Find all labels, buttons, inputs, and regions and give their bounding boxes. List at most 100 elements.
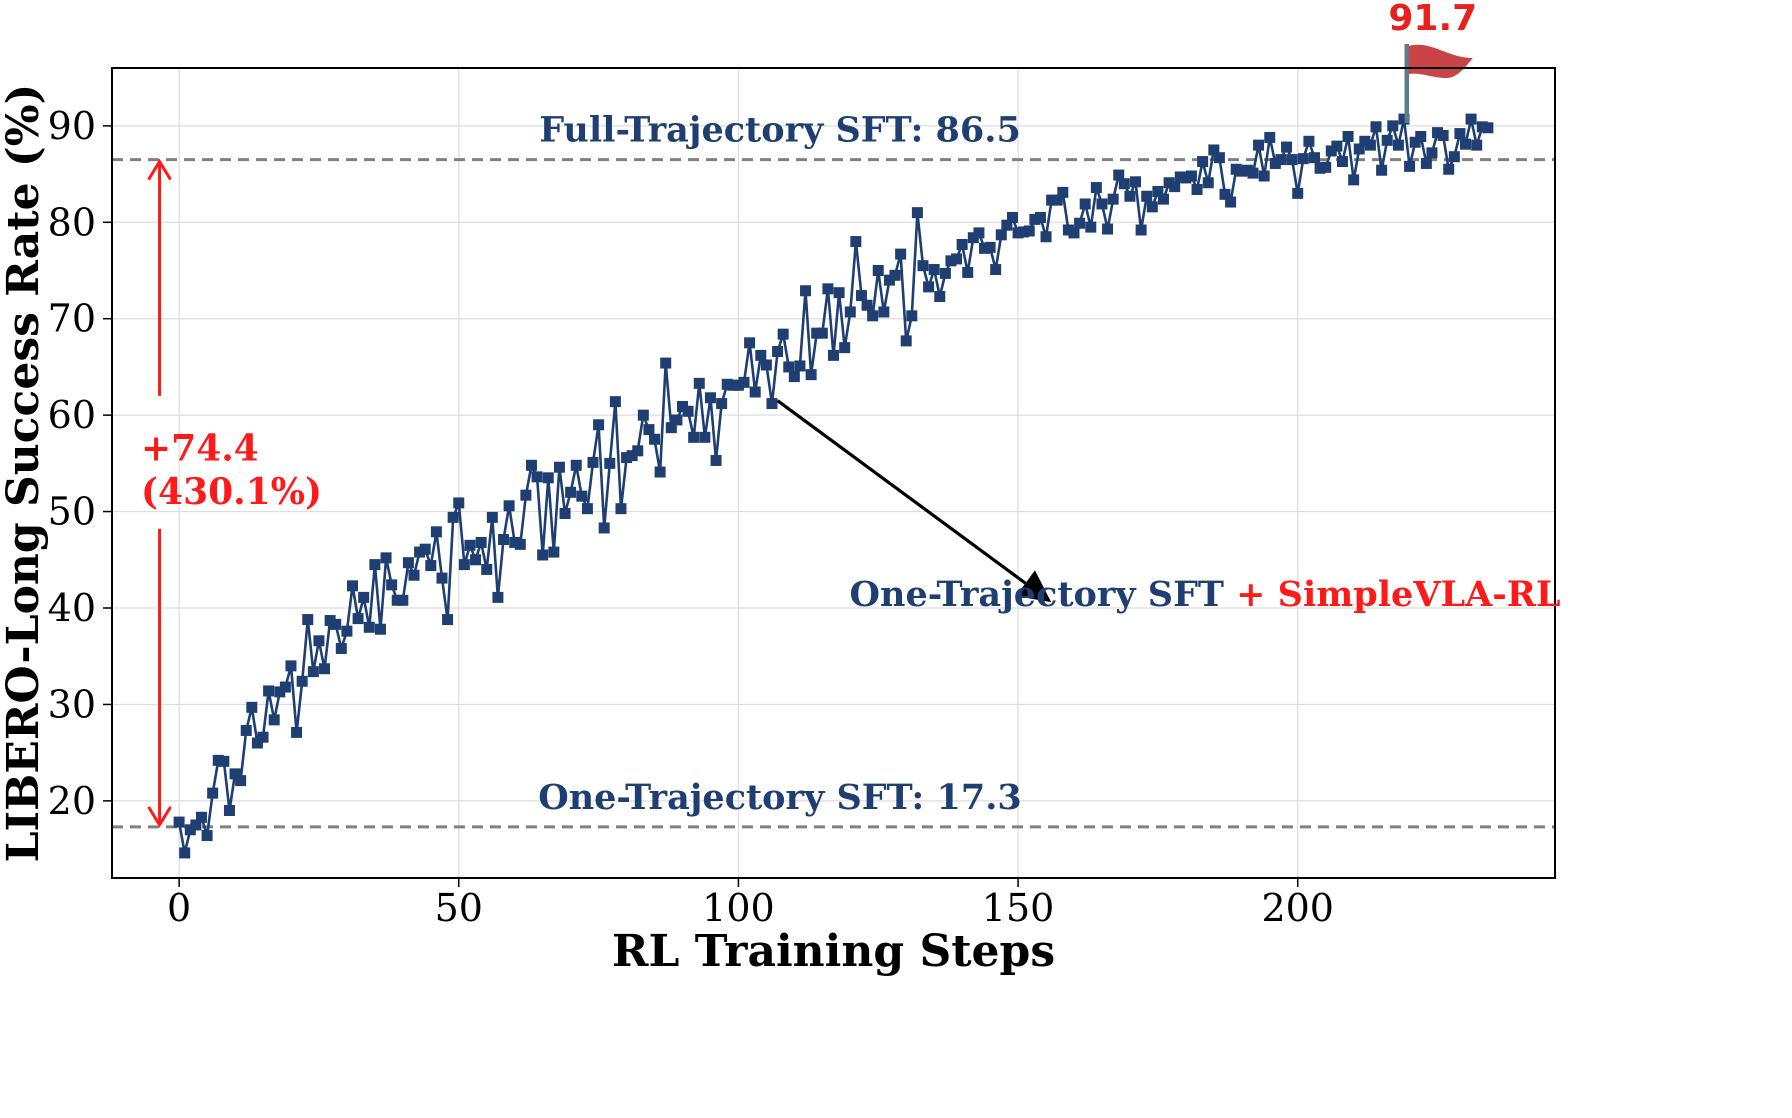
- data-point-marker: [1454, 128, 1466, 140]
- data-point-marker: [464, 539, 476, 551]
- data-point-marker: [828, 349, 839, 361]
- data-point-marker: [598, 522, 610, 534]
- data-point-marker: [1012, 227, 1024, 239]
- data-point-marker: [1415, 130, 1427, 142]
- data-point-marker: [1476, 121, 1488, 133]
- data-point-marker: [184, 824, 196, 836]
- data-point-marker: [548, 546, 560, 558]
- data-point-marker: [973, 227, 985, 239]
- data-point-marker: [984, 241, 996, 253]
- data-point-marker: [671, 414, 683, 426]
- data-point-marker: [1387, 120, 1399, 132]
- data-point-marker: [1118, 178, 1130, 190]
- data-point-marker: [313, 635, 325, 647]
- data-point-marker: [1381, 134, 1393, 146]
- data-point-marker: [738, 376, 750, 388]
- data-point-marker: [1325, 145, 1337, 157]
- data-point-marker: [794, 360, 806, 372]
- data-point-marker: [201, 830, 213, 842]
- data-point-marker: [386, 579, 398, 591]
- data-point-marker: [760, 359, 772, 371]
- data-point-marker: [1281, 141, 1293, 153]
- data-point-marker: [772, 346, 784, 357]
- data-point-marker: [475, 536, 487, 548]
- data-point-marker: [727, 379, 739, 391]
- data-point-marker: [1001, 219, 1013, 231]
- data-point-marker: [553, 461, 565, 473]
- data-point-marker: [1085, 221, 1097, 233]
- data-point-marker: [1303, 135, 1315, 147]
- data-point-marker: [800, 285, 812, 297]
- series-markers: [173, 113, 1494, 859]
- data-point-marker: [688, 431, 700, 443]
- data-point-marker: [358, 591, 370, 603]
- data-point-marker: [352, 613, 364, 625]
- data-point-marker: [268, 714, 280, 726]
- data-point-marker: [380, 552, 392, 564]
- data-point-marker: [1331, 140, 1343, 152]
- data-point-marker: [1398, 113, 1410, 125]
- data-point-marker: [263, 685, 275, 697]
- data-point-marker: [229, 768, 241, 780]
- data-point-marker: [844, 306, 856, 318]
- data-point-marker: [962, 266, 974, 278]
- data-point-marker: [1247, 167, 1259, 179]
- data-point-marker: [509, 536, 521, 548]
- y-tick-label: 20: [48, 779, 96, 823]
- data-point-marker: [911, 207, 923, 219]
- data-point-marker: [939, 267, 951, 279]
- data-point-marker: [626, 450, 638, 462]
- data-point-marker: [419, 543, 431, 555]
- data-point-marker: [1130, 176, 1142, 188]
- data-point-marker: [302, 614, 314, 626]
- data-point-marker: [1124, 190, 1136, 202]
- data-point-marker: [498, 534, 510, 546]
- x-tick-label: 0: [167, 886, 191, 930]
- data-point-marker: [279, 681, 291, 693]
- data-point-marker: [1185, 170, 1197, 182]
- data-point-marker: [291, 726, 303, 738]
- data-point-marker: [951, 253, 963, 265]
- data-point-marker: [1051, 194, 1063, 206]
- reference-label-one-trajectory: One-Trajectory SFT: 17.3: [538, 777, 1022, 818]
- data-point-marker: [1163, 177, 1175, 189]
- data-point-marker: [732, 379, 744, 391]
- data-point-marker: [1409, 136, 1421, 148]
- data-point-marker: [1023, 225, 1035, 237]
- data-point-marker: [1197, 156, 1209, 168]
- data-point-marker: [1465, 113, 1477, 125]
- data-point-marker: [369, 559, 381, 571]
- data-point-marker: [1236, 165, 1248, 177]
- data-point-marker: [223, 805, 235, 816]
- annotations: [147, 44, 1473, 828]
- x-tick-label: 50: [435, 886, 483, 930]
- data-point-marker: [307, 666, 319, 678]
- data-point-marker: [788, 371, 800, 383]
- data-point-marker: [811, 327, 823, 339]
- data-point-marker: [1297, 153, 1309, 165]
- data-point-marker: [458, 559, 470, 571]
- data-point-marker: [1258, 170, 1270, 182]
- data-point-marker: [1292, 187, 1304, 199]
- data-point-marker: [990, 264, 1002, 276]
- data-point-marker: [207, 787, 219, 799]
- data-point-marker: [1364, 139, 1376, 151]
- data-point-marker: [425, 560, 437, 572]
- data-point-marker: [251, 737, 263, 749]
- data-point-marker: [1113, 169, 1125, 181]
- data-point-marker: [587, 456, 599, 468]
- data-point-marker: [391, 594, 403, 606]
- x-tick-label: 150: [982, 886, 1055, 930]
- data-point-marker: [900, 335, 912, 347]
- data-point-marker: [296, 675, 308, 687]
- data-point-marker: [654, 466, 666, 478]
- data-point-marker: [1074, 217, 1086, 229]
- data-point-marker: [1046, 194, 1058, 206]
- reference-label-full-trajectory: Full-Trajectory SFT: 86.5: [539, 110, 1021, 151]
- y-tick-label: 40: [48, 586, 96, 630]
- data-point-marker: [1213, 152, 1225, 164]
- data-point-marker: [173, 816, 185, 828]
- data-point-marker: [682, 405, 694, 417]
- data-point-marker: [693, 377, 705, 389]
